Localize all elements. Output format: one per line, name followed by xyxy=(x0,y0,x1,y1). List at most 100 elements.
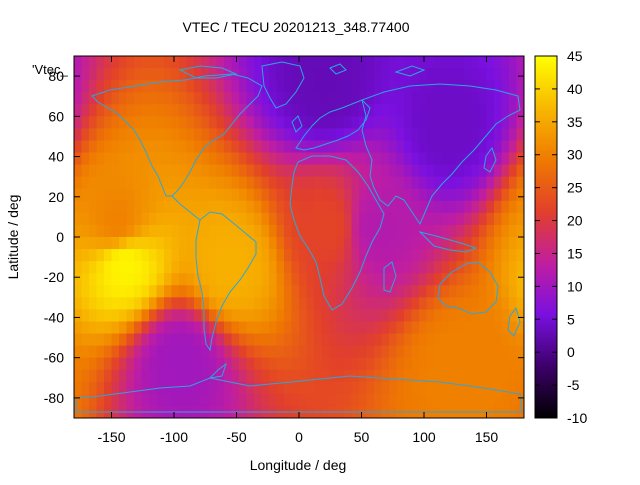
heatmap-cell xyxy=(179,152,188,166)
heatmap-cell xyxy=(276,140,285,154)
heatmap-cell xyxy=(404,128,413,142)
heatmap-cell xyxy=(126,345,135,359)
heatmap-cell xyxy=(141,321,150,335)
heatmap-cell xyxy=(419,321,428,335)
heatmap-cell xyxy=(456,68,465,81)
heatmap-cell xyxy=(261,188,270,202)
heatmap-cell xyxy=(411,237,420,250)
heatmap-cell xyxy=(201,152,210,166)
heatmap-cell xyxy=(149,92,158,105)
heatmap-cell xyxy=(104,285,113,298)
heatmap-cell xyxy=(314,80,323,93)
heatmap-cell xyxy=(344,393,353,407)
heatmap-cell xyxy=(494,200,503,214)
heatmap-cell xyxy=(366,345,375,359)
heatmap-cell xyxy=(216,381,225,395)
heatmap-cell xyxy=(389,68,398,81)
heatmap-cell xyxy=(381,261,390,274)
heatmap-cell xyxy=(374,333,383,347)
heatmap-cell xyxy=(456,333,465,347)
heatmap-cell xyxy=(299,56,308,69)
heatmap-cell xyxy=(389,176,398,190)
heatmap-cell xyxy=(456,381,465,395)
heatmap-cell xyxy=(434,200,443,214)
heatmap-cell xyxy=(366,152,375,166)
heatmap-cell xyxy=(359,200,368,214)
heatmap-cell xyxy=(404,249,413,262)
heatmap-cell xyxy=(494,212,503,226)
heatmap-cell xyxy=(426,333,435,347)
heatmap-cell xyxy=(306,188,315,202)
heatmap-cell xyxy=(171,369,180,383)
heatmap-cell xyxy=(119,56,128,69)
heatmap-cell xyxy=(171,297,180,310)
heatmap-cell xyxy=(494,128,503,142)
heatmap-cell xyxy=(321,261,330,274)
heatmap-cell xyxy=(351,345,360,359)
heatmap-cell xyxy=(104,249,113,262)
heatmap-cell xyxy=(411,261,420,274)
heatmap-cell xyxy=(381,285,390,298)
heatmap-cell xyxy=(374,104,383,117)
colorbar-tick-label: 40 xyxy=(567,81,583,97)
heatmap-cell xyxy=(479,273,488,286)
heatmap-cell xyxy=(171,188,180,202)
heatmap-cell xyxy=(509,249,518,262)
heatmap-cell xyxy=(314,333,323,347)
heatmap-cell xyxy=(156,140,165,154)
heatmap-cell xyxy=(74,212,83,226)
heatmap-cell xyxy=(164,188,173,202)
heatmap-cell xyxy=(74,345,83,359)
heatmap-cell xyxy=(111,152,120,166)
heatmap-cell xyxy=(479,237,488,250)
heatmap-cell xyxy=(276,92,285,105)
heatmap-cell xyxy=(194,104,203,117)
heatmap-cell xyxy=(344,92,353,105)
heatmap-cell xyxy=(231,200,240,214)
heatmap-cell xyxy=(231,212,240,226)
heatmap-cell xyxy=(261,92,270,105)
heatmap-cell xyxy=(96,345,105,359)
heatmap-cell xyxy=(321,92,330,105)
heatmap-cell xyxy=(186,56,195,69)
heatmap-cell xyxy=(299,393,308,407)
heatmap-cell xyxy=(464,224,473,238)
heatmap-cell xyxy=(374,164,383,178)
heatmap-cell xyxy=(194,128,203,142)
heatmap-cell xyxy=(284,333,293,347)
heatmap-cell xyxy=(276,345,285,359)
heatmap-cell xyxy=(471,249,480,262)
heatmap-cell xyxy=(239,309,248,323)
heatmap-cell xyxy=(464,128,473,142)
heatmap-cell xyxy=(441,285,450,298)
heatmap-cell xyxy=(134,381,143,395)
heatmap-cell xyxy=(299,200,308,214)
y-tick-label: 20 xyxy=(48,189,64,205)
heatmap-cell xyxy=(134,309,143,323)
heatmap-cell xyxy=(404,56,413,69)
heatmap-cell xyxy=(164,68,173,81)
heatmap-cell xyxy=(314,345,323,359)
heatmap-cell xyxy=(119,152,128,166)
heatmap-cell xyxy=(479,249,488,262)
heatmap-cell xyxy=(239,116,248,129)
heatmap-cell xyxy=(441,381,450,395)
heatmap-cell xyxy=(231,104,240,117)
heatmap-cell xyxy=(194,249,203,262)
heatmap-cell xyxy=(141,212,150,226)
heatmap-cell xyxy=(81,309,90,323)
heatmap-cell xyxy=(96,357,105,371)
heatmap-cell xyxy=(231,345,240,359)
heatmap-cell xyxy=(396,285,405,298)
heatmap-cell xyxy=(456,200,465,214)
heatmap-cell xyxy=(261,393,270,407)
heatmap-cell xyxy=(434,345,443,359)
heatmap-cell xyxy=(366,140,375,154)
heatmap-cell xyxy=(126,249,135,262)
heatmap-cell xyxy=(291,237,300,250)
heatmap-cell xyxy=(509,297,518,310)
heatmap-cell xyxy=(119,164,128,178)
heatmap-cell xyxy=(426,393,435,407)
heatmap-cell xyxy=(179,116,188,129)
coastline-asia xyxy=(361,83,521,226)
